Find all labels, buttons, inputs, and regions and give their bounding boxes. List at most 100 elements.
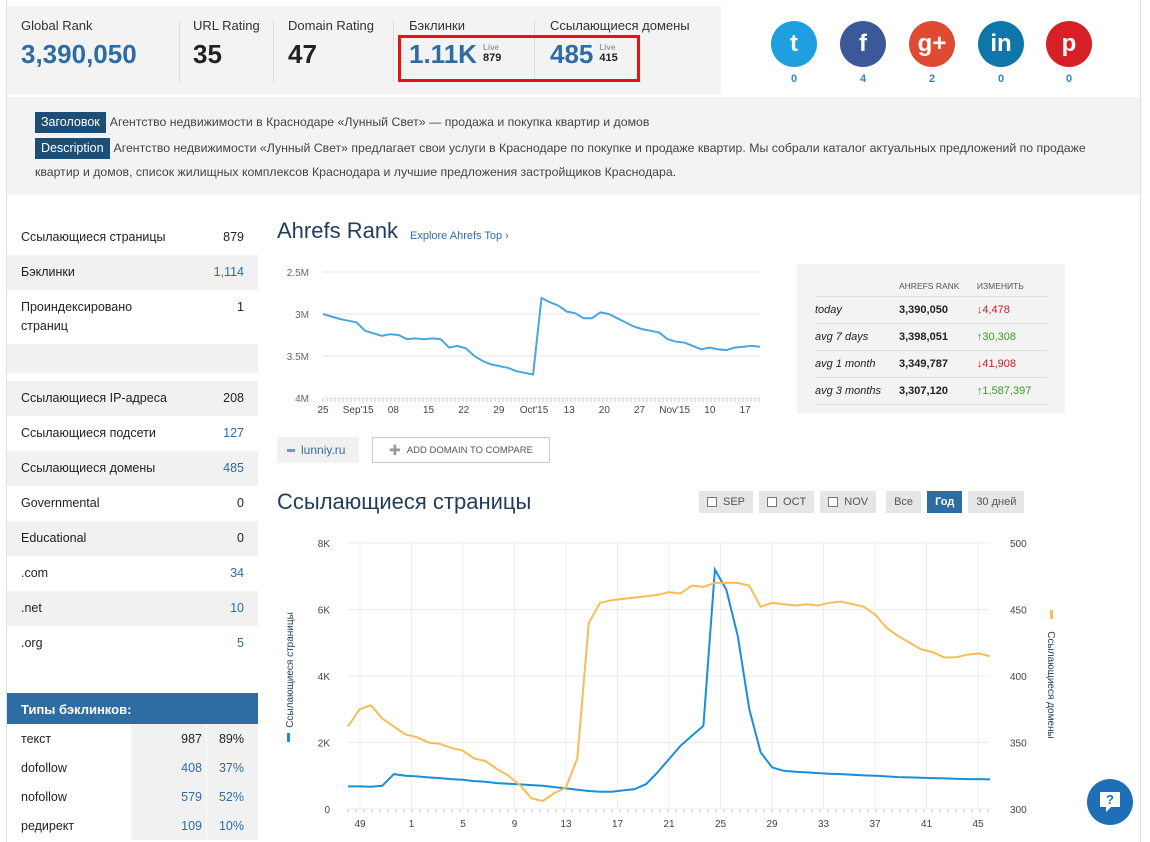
metrics-bar: Global Rank 3,390,050 URL Rating 35 Doma… <box>7 6 721 94</box>
linkedin-share[interactable]: in 0 <box>978 21 1024 85</box>
backlink-type-count[interactable]: 109 <box>131 811 206 840</box>
metric-value[interactable]: 485 Live 415 <box>550 39 618 69</box>
y-left-tick-label: 4K <box>318 672 331 683</box>
metric-value[interactable]: 3,390,050 <box>21 39 137 69</box>
linkedin-count: 0 <box>997 73 1005 85</box>
backlink-types-panel: Типы бэклинков: текст 987 89% dofollow 408 37… <box>7 693 258 840</box>
y-left-legend-swatch <box>287 733 290 742</box>
explore-ahrefs-top-link[interactable]: Explore Ahrefs Top › <box>410 230 509 242</box>
metric-ref-domains: Ссылающиеся домены 485 Live 415 <box>550 18 690 70</box>
stats-spacer <box>7 344 258 373</box>
x-tick-label: 9 <box>512 819 518 830</box>
stats-row[interactable]: Ссылающиеся подсети 127 <box>7 416 258 451</box>
stats-label: .com <box>21 566 49 580</box>
ref-pages-chart: 49 1 5 9 13 17 21 25 29 33 37 41 4502K4K6K8K30035040… <box>285 539 1056 830</box>
stats-row[interactable]: .org 5 <box>7 626 258 661</box>
stats-value[interactable]: 485 <box>223 461 244 475</box>
rank-series-line <box>322 296 761 376</box>
stats-value: 208 <box>223 391 244 405</box>
col-change: ИЗМЕНИТЬ <box>976 276 1047 297</box>
stats-row[interactable]: .net 10 <box>7 591 258 626</box>
backlink-type-label: текст <box>7 724 131 753</box>
col-rank: AHREFS RANK <box>899 276 977 297</box>
stats-row: Ссылающиеся IP-адреса 208 <box>7 381 258 416</box>
y-right-tick-label: 450 <box>1010 606 1027 617</box>
rank-row: avg 3 months 3,307,120 ↑1,587,397 <box>815 377 1047 405</box>
stats-value[interactable]: 10 <box>230 601 244 615</box>
series-line-ref-pages <box>348 566 991 793</box>
backlink-type-count: 987 <box>131 724 206 753</box>
metric-label: URL Rating <box>193 18 260 33</box>
backlink-type-count[interactable]: 579 <box>131 782 206 811</box>
backlink-type-pct[interactable]: 52% <box>206 782 258 811</box>
metric-label: Global Rank <box>21 18 93 33</box>
filter-все[interactable]: Все <box>886 491 922 513</box>
add-domain-button[interactable]: ✚ ADD DOMAIN TO COMPARE <box>372 437 550 463</box>
rank-change: ↑1,587,397 <box>976 377 1047 405</box>
filter-nov[interactable]: NOV <box>820 491 877 513</box>
rank-row: avg 7 days 3,398,051 ↑30,308 <box>815 323 1047 351</box>
stats-row: Educational 0 <box>7 521 258 556</box>
filter-30-дней[interactable]: 30 дней <box>968 491 1025 513</box>
checkbox-icon[interactable] <box>707 497 717 507</box>
backlink-type-pct[interactable]: 37% <box>206 753 258 782</box>
twitter-icon[interactable]: t <box>771 21 817 67</box>
stats-row[interactable]: Ссылающиеся домены 485 <box>7 451 258 486</box>
help-button[interactable]: ? <box>1087 779 1133 825</box>
title-tag-label: Заголовок <box>35 112 106 133</box>
twitter-count: 0 <box>790 73 798 85</box>
filter-oct[interactable]: OCT <box>759 491 815 513</box>
x-tick-label: 15 <box>423 405 435 416</box>
metric-value: 35 <box>193 39 222 69</box>
backlink-type-row: dofollow 408 37% <box>7 753 258 782</box>
pinterest-icon[interactable]: p <box>1046 21 1092 67</box>
backlink-type-count[interactable]: 408 <box>131 753 206 782</box>
checkbox-icon[interactable] <box>828 497 839 507</box>
stats-value[interactable]: 34 <box>230 566 244 580</box>
y-left-tick-label: 2K <box>318 739 331 750</box>
stats-value[interactable]: 127 <box>223 426 244 440</box>
description-text: Агентство недвижимости «Лунный Свет» пре… <box>35 141 1086 179</box>
stats-value[interactable]: 1,114 <box>213 265 244 279</box>
stats-label: Ссылающиеся страницы <box>21 230 166 244</box>
rank-value: 3,398,051 <box>899 323 977 351</box>
backlink-type-row: редирект 109 10% <box>7 811 258 840</box>
metric-domain-rating: Domain Rating 47 <box>288 18 374 70</box>
google-plus-icon[interactable]: g+ <box>909 21 955 67</box>
filter-год[interactable]: Год <box>927 491 963 513</box>
linkedin-icon[interactable]: in <box>978 21 1024 67</box>
google-plus-share[interactable]: g+ 2 <box>909 21 955 85</box>
legend-domain-chip[interactable]: lunniy.ru <box>277 437 359 463</box>
y-left-tick-label: 6K <box>318 606 331 617</box>
stats-value[interactable]: 5 <box>237 636 244 650</box>
x-tick-label: 22 <box>458 405 470 416</box>
x-tick-label: 1 <box>409 819 415 830</box>
facebook-icon[interactable]: f <box>840 21 886 67</box>
stats-row[interactable]: Бэклинки 1,114 <box>7 255 258 290</box>
backlink-type-pct: 89% <box>206 724 258 753</box>
x-tick-label: 37 <box>869 819 881 830</box>
metric-value[interactable]: 1.11K Live 879 <box>409 39 502 69</box>
stats-label: .net <box>21 601 42 615</box>
y-right-axis-label: Ссылающиеся домены <box>1045 631 1056 738</box>
x-tick-label: 25 <box>715 819 727 830</box>
stats-row[interactable]: .com 34 <box>7 556 258 591</box>
y-tick-label: 3M <box>295 310 309 321</box>
x-tick-label: 25 <box>317 405 329 416</box>
x-tick-label: Nov'15 <box>659 405 690 416</box>
x-tick-label: Oct'15 <box>520 405 549 416</box>
stats-row: Проиндексировано страниц 1 <box>7 290 258 344</box>
highlight-box <box>398 35 640 82</box>
backlink-type-row: nofollow 579 52% <box>7 782 258 811</box>
backlink-type-pct[interactable]: 10% <box>206 811 258 840</box>
series-line-ref-domains <box>347 581 991 803</box>
stats-value: 1 <box>237 300 244 314</box>
filter-sep[interactable]: SEP <box>699 491 754 513</box>
checkbox-icon[interactable] <box>767 497 778 507</box>
x-tick-label: 49 <box>354 819 366 830</box>
y-right-tick-label: 350 <box>1010 739 1027 750</box>
arrow-down-icon: ↓ <box>976 358 983 370</box>
